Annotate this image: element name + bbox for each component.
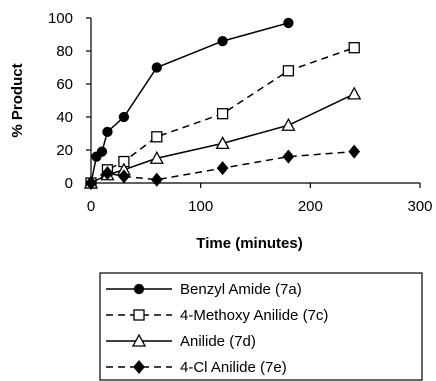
- data-point: [151, 62, 162, 73]
- legend-label: 4-Cl Anilide (7e): [180, 359, 287, 376]
- y-tick-label: 80: [56, 43, 73, 60]
- x-tick-label: 200: [298, 198, 323, 215]
- x-tick-label: 300: [407, 198, 432, 215]
- y-tick-label: 40: [56, 109, 73, 126]
- x-tick-label: 0: [87, 198, 95, 215]
- legend-label: 4-Methoxy Anilide (7c): [180, 307, 328, 324]
- y-axis-title: % Product: [9, 63, 26, 137]
- y-tick-label: 0: [65, 175, 73, 192]
- data-point: [101, 166, 114, 181]
- data-point: [348, 42, 360, 54]
- data-point: [118, 111, 130, 123]
- data-point: [283, 17, 294, 29]
- legend-item: Anilide (7d): [106, 333, 256, 350]
- y-tick-label: 60: [56, 76, 73, 93]
- legend-label: Anilide (7d): [180, 333, 256, 350]
- legend-box: [99, 272, 423, 381]
- series-benzyl-amide-7a: [85, 17, 294, 189]
- x-axis-title: Time (minutes): [196, 235, 302, 252]
- legend-label: Benzyl Amide (7a): [180, 281, 302, 298]
- legend-item: 4-Methoxy Anilide (7c): [106, 307, 328, 324]
- data-point: [149, 150, 164, 164]
- data-point: [216, 108, 229, 120]
- data-point: [348, 144, 361, 159]
- data-point: [102, 126, 113, 138]
- data-point: [215, 136, 230, 150]
- data-point: [150, 172, 163, 187]
- data-point: [216, 161, 229, 176]
- legend-marker: [133, 309, 145, 321]
- series-4-cl-anilide-7e: [85, 144, 361, 191]
- data-point: [282, 149, 295, 164]
- legend-marker: [133, 359, 145, 375]
- plot-area: [83, 17, 362, 191]
- data-point: [151, 131, 163, 143]
- x-tick-label: 100: [188, 198, 213, 215]
- data-point: [96, 146, 108, 157]
- y-tick-label: 100: [48, 10, 73, 27]
- legend-item: 4-Cl Anilide (7e): [106, 359, 287, 376]
- data-point: [282, 65, 295, 77]
- legend-marker: [133, 283, 145, 295]
- legend: Benzyl Amide (7a) 4-Methoxy Anilide (7c) A…: [99, 272, 423, 381]
- legend-marker: [131, 333, 147, 347]
- data-point: [217, 35, 228, 47]
- data-point: [347, 86, 362, 100]
- axes: 0 20 40 60 80 100 0 100 200 300: [48, 10, 433, 215]
- legend-item: Benzyl Amide (7a): [106, 281, 302, 298]
- y-tick-label: 20: [56, 142, 73, 159]
- data-point: [281, 117, 296, 131]
